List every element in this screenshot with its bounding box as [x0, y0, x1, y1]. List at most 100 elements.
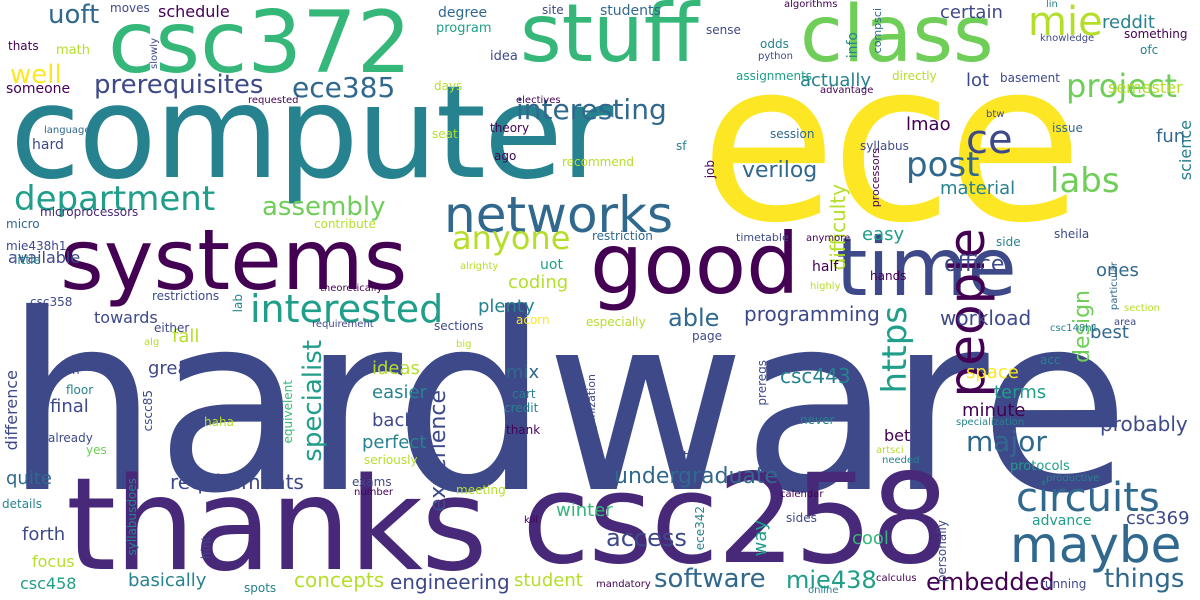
- word-little: little: [14, 253, 41, 267]
- word-access: access: [606, 524, 687, 552]
- word-well: well: [10, 60, 62, 90]
- word-particular: particular: [1109, 262, 1120, 311]
- word-best: best: [1090, 322, 1129, 343]
- word-cart: cart: [512, 387, 536, 401]
- word-hardware: hardware: [4, 262, 1130, 547]
- word-schedule: schedule: [158, 2, 230, 21]
- word-thats: thats: [8, 39, 39, 53]
- word-ofc: ofc: [1140, 43, 1159, 57]
- word-experience: experience: [426, 390, 451, 512]
- word-restrictions: restrictions: [152, 289, 220, 303]
- word-ce: ce: [966, 117, 1013, 163]
- word-recommend: recommend: [562, 155, 634, 169]
- word-number: number: [354, 487, 394, 498]
- word-area: area: [1114, 317, 1137, 328]
- word-ones: ones: [1096, 260, 1139, 281]
- word-yes: yes: [86, 443, 107, 457]
- word-credit: credit: [504, 401, 539, 415]
- word-theoretically: theoretically: [320, 283, 383, 294]
- word-language: language: [44, 125, 91, 136]
- word-lab: lab: [231, 294, 245, 313]
- word-anymore: anymore: [806, 233, 851, 244]
- word-quite: quite: [6, 468, 52, 489]
- word-prerequisites: prerequisites: [94, 70, 264, 100]
- word-fun: fun: [1156, 126, 1186, 147]
- word-csc372: csc372: [108, 0, 412, 93]
- word-able: able: [668, 304, 720, 332]
- word-perfect: perfect: [362, 432, 427, 453]
- word-hint: hint: [199, 536, 213, 560]
- word-seriously: seriously: [364, 453, 418, 467]
- word-personally: personally: [935, 520, 949, 583]
- word-coding: coding: [508, 272, 569, 293]
- word-sheila: sheila: [1054, 227, 1090, 241]
- word-something: something: [1124, 27, 1188, 41]
- word-productive: productive: [1046, 473, 1100, 484]
- word-microprocessors: microprocessors: [40, 205, 139, 219]
- word-uot: uot: [540, 257, 563, 273]
- word-sections: sections: [434, 319, 484, 333]
- word-artsci: artsci: [876, 445, 904, 456]
- word-assembly: assembly: [262, 192, 386, 222]
- word-acorn: acorn: [516, 313, 550, 327]
- word-focus: focus: [32, 552, 75, 571]
- word-major: major: [966, 425, 1047, 458]
- word-compsci: compsci: [871, 8, 884, 54]
- word-electives: electives: [516, 95, 561, 106]
- word-csc458: csc458: [20, 574, 77, 593]
- word-algorithms: algorithms: [784, 0, 838, 10]
- word-specialist: specialist: [298, 340, 328, 462]
- word-mie438h1: mie438h1: [6, 239, 67, 253]
- word-software: software: [654, 564, 766, 594]
- word-labs: labs: [1050, 161, 1120, 201]
- word-theory: theory: [490, 121, 530, 135]
- word-btw: btw: [986, 109, 1005, 120]
- word-bet: bet: [884, 426, 911, 445]
- word-calendar: calendar: [780, 489, 824, 500]
- word-days: days: [434, 79, 463, 93]
- word-computer: computer: [10, 59, 613, 208]
- word-sides: sides: [786, 511, 817, 525]
- word-programming: programming: [744, 302, 880, 326]
- word-good: good: [590, 215, 800, 313]
- word-actually: actually: [800, 70, 872, 91]
- word-csc443: csc443: [780, 364, 851, 388]
- word-workload: workload: [940, 306, 1032, 330]
- word-bit: bit: [670, 449, 689, 465]
- word-mix: mix: [506, 362, 540, 383]
- word-undergraduate: undergraduate: [614, 464, 779, 489]
- word-way: way: [750, 520, 771, 557]
- word-organization: organization: [585, 374, 598, 443]
- word-class: class: [800, 0, 994, 80]
- word-alrighty: alrighty: [460, 261, 499, 272]
- word-post: post: [906, 145, 980, 185]
- word-degree: degree: [438, 5, 488, 21]
- word-exams: exams: [352, 475, 392, 489]
- word-time: time: [836, 221, 1017, 314]
- word-csc258: csc258: [522, 448, 950, 592]
- word-back: back: [372, 410, 415, 431]
- word-idea: idea: [490, 49, 518, 64]
- word-page: page: [692, 329, 722, 343]
- word-ideas: ideas: [372, 358, 420, 379]
- word-moves: moves: [110, 1, 150, 15]
- word-side: side: [996, 235, 1021, 249]
- word-ece342: ece342: [693, 506, 707, 551]
- word-section: section: [1124, 303, 1161, 314]
- word-department: department: [14, 179, 216, 219]
- word-anyone: anyone: [452, 219, 571, 257]
- word-specialization: specialization: [956, 417, 1025, 428]
- word-syllabusdoes: syllabusdoes: [125, 478, 139, 556]
- word-prereqs: prereqs: [755, 360, 769, 406]
- word-office: office: [944, 252, 1005, 277]
- word-maybe: maybe: [1010, 516, 1182, 574]
- word-csc369: csc369: [1126, 508, 1190, 529]
- word-kill: kill: [524, 515, 539, 526]
- word-online: online: [808, 585, 839, 596]
- word-circuits: circuits: [1016, 475, 1160, 521]
- word-ece385: ece385: [292, 71, 396, 104]
- word-thanks: thanks: [66, 451, 488, 600]
- word-issue: issue: [1052, 121, 1083, 135]
- word-session: session: [770, 127, 815, 141]
- word-cool: cool: [852, 528, 889, 549]
